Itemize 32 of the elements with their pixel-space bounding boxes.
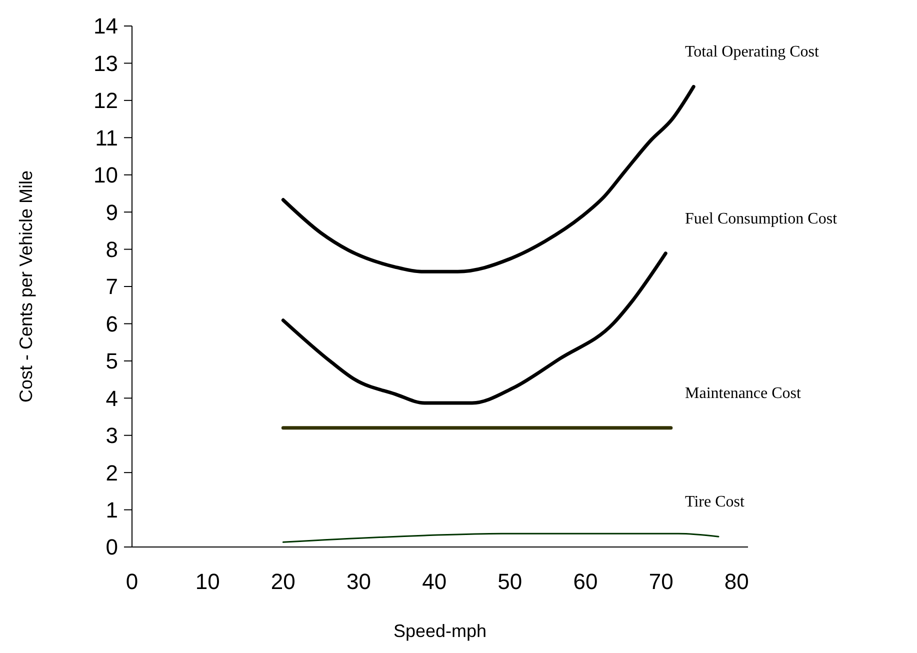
line-series <box>282 532 720 543</box>
y-tick-label: 6 <box>106 311 118 336</box>
y-tick-label: 10 <box>94 162 118 188</box>
y-tick-label: 8 <box>106 236 118 262</box>
y-tick-label: 2 <box>106 460 118 486</box>
y-tick-label: 12 <box>94 88 118 114</box>
text: Fuel Consumption Cost <box>685 210 838 228</box>
x-tick-label: 50 <box>498 569 522 594</box>
x-tick-label: 60 <box>573 569 598 594</box>
y-axis-title: Cost - Cents per Vehicle Mile <box>16 170 36 403</box>
x-tick-label: 80 <box>724 569 749 594</box>
x-tick-label: 70 <box>648 569 674 594</box>
x-tick-label: 20 <box>270 569 296 594</box>
y-tick-label: 11 <box>95 125 118 150</box>
series-label: Tire Cost <box>685 494 745 511</box>
series-label: Total Operating Cost <box>685 44 820 61</box>
y-tick-label: 7 <box>106 274 118 300</box>
x-axis-title: Speed-mph <box>393 621 487 641</box>
x-tick-label: 40 <box>422 569 447 594</box>
y-tick-label: 3 <box>106 423 118 448</box>
y-tick-label: 0 <box>106 534 118 560</box>
series-label: Maintenance Cost <box>685 384 802 402</box>
y-tick-label: 1 <box>106 497 118 522</box>
y-tick-label: 5 <box>106 348 118 374</box>
y-tick-label: 14 <box>94 14 118 39</box>
x-tick-label: 0 <box>126 569 138 594</box>
y-tick-label: 9 <box>106 200 118 225</box>
y-tick-label: 13 <box>94 50 118 76</box>
y-tick-label: 4 <box>106 386 118 411</box>
x-tick-label: 30 <box>346 569 371 594</box>
x-tick-label: 10 <box>195 569 220 594</box>
line-series <box>281 252 668 405</box>
